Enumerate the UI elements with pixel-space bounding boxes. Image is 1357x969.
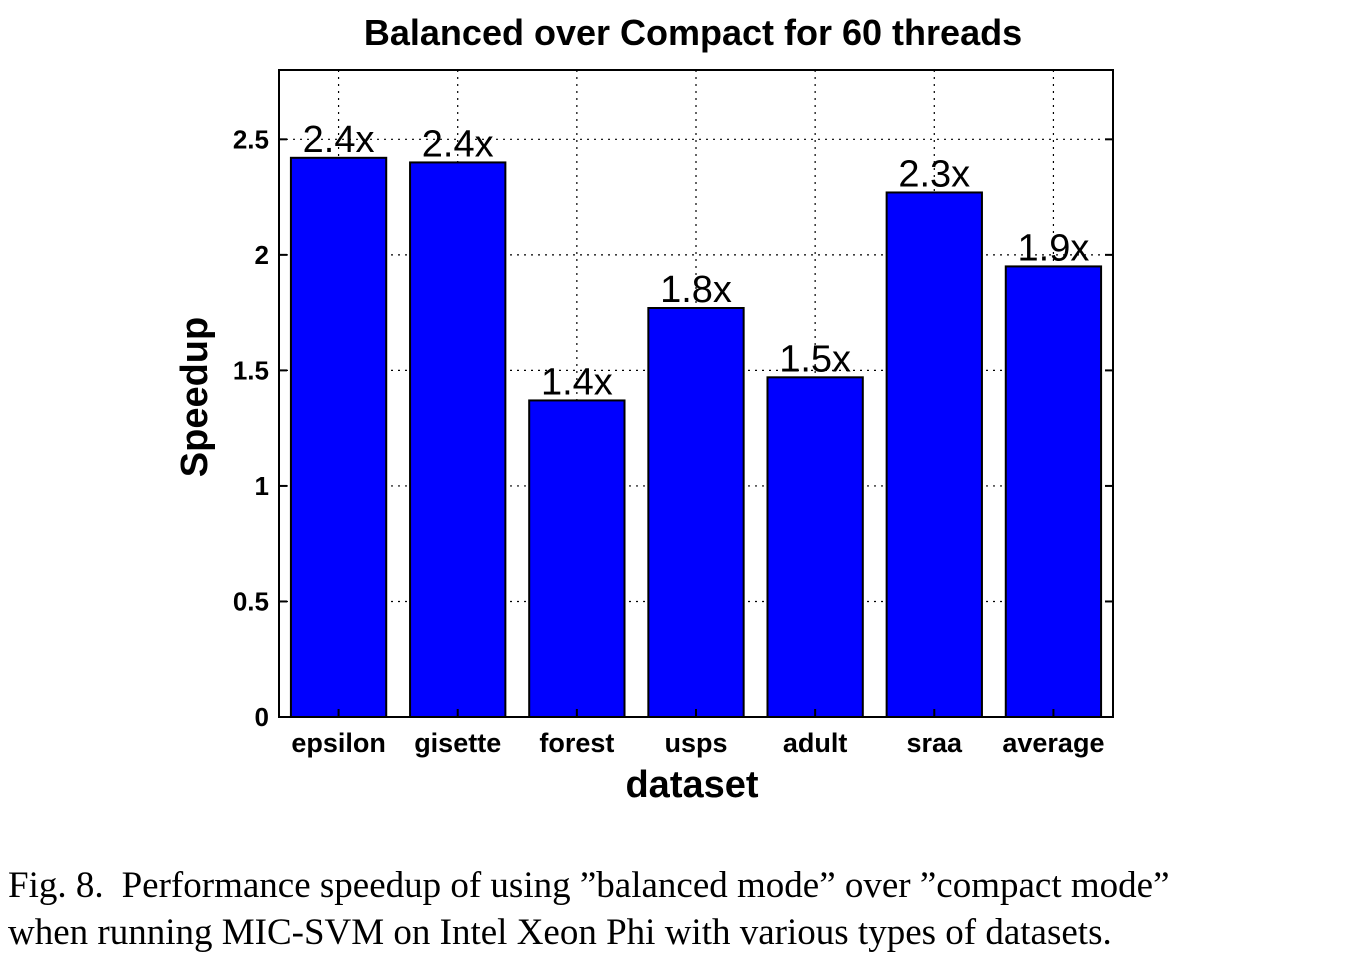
bar-epsilon <box>289 156 388 719</box>
x-tick-label-gisette: gisette <box>414 728 501 758</box>
caption-line-2: when running MIC-SVM on Intel Xeon Phi w… <box>8 909 1348 956</box>
bar-chart: Balanced over Compact for 60 threads 2.4… <box>174 12 1114 806</box>
x-ticks: epsilon gisette forest usps adult sraa average <box>291 709 1104 758</box>
y-tick-label: 1 <box>255 471 269 501</box>
bar-usps <box>647 307 745 718</box>
data-label-adult: 1.5x <box>779 338 851 380</box>
x-tick-label-usps: usps <box>664 728 727 758</box>
bar-average <box>1004 265 1103 718</box>
x-axis-label: dataset <box>625 764 758 806</box>
data-label-sraa: 2.3x <box>898 153 970 195</box>
data-label-average: 1.9x <box>1018 227 1090 269</box>
y-ticks: 0 0.5 1 1.5 2 2.5 <box>233 124 1113 732</box>
data-label-gisette: 2.4x <box>422 123 494 165</box>
y-tick-label: 0 <box>255 702 269 732</box>
x-tick-label-adult: adult <box>783 728 848 758</box>
bar-sraa <box>885 191 983 719</box>
caption-label: Fig. 8. <box>8 865 104 906</box>
caption-text-1: Performance speedup of using ”balanced m… <box>121 865 1170 906</box>
data-labels: 2.4x 2.4x 1.4x 1.8x 1.5x 2.3x 1.9x <box>303 119 1090 404</box>
y-tick-label: 0.5 <box>233 586 269 616</box>
x-tick-label-sraa: sraa <box>907 728 964 758</box>
data-label-forest: 1.4x <box>541 361 613 403</box>
bars <box>289 156 1103 719</box>
x-tick-label-average: average <box>1002 728 1104 758</box>
y-tick-label: 2.5 <box>233 124 269 154</box>
bar-forest <box>528 399 626 718</box>
y-tick-label: 1.5 <box>233 355 269 385</box>
chart-title: Balanced over Compact for 60 threads <box>364 12 1022 53</box>
figure-caption: Fig. 8. Performance speedup of using ”bal… <box>8 862 1348 956</box>
y-axis-label: Speedup <box>174 317 216 477</box>
bar-adult <box>766 376 864 718</box>
data-label-epsilon: 2.4x <box>303 119 375 161</box>
x-tick-label-epsilon: epsilon <box>291 728 386 758</box>
x-tick-label-forest: forest <box>539 728 614 758</box>
data-label-usps: 1.8x <box>660 269 732 311</box>
caption-line-1: Fig. 8. Performance speedup of using ”bal… <box>8 862 1348 909</box>
bar-gisette <box>409 161 507 718</box>
caption-text-2: when running MIC-SVM on Intel Xeon Phi w… <box>8 912 1112 953</box>
y-tick-label: 2 <box>255 240 269 270</box>
